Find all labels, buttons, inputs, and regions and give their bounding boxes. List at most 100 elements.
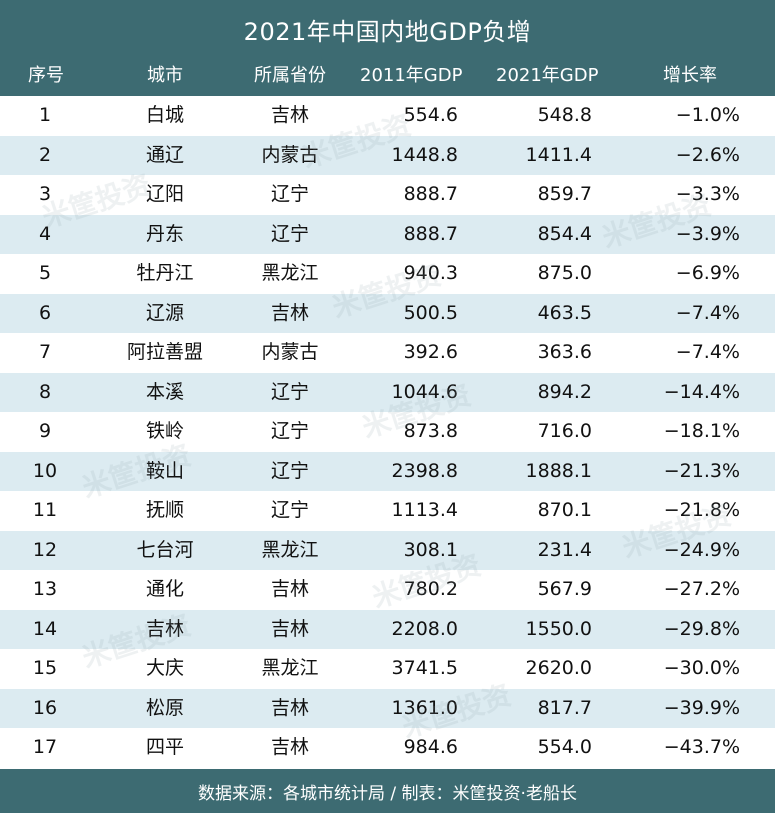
cell-rank: 7 (38, 341, 52, 363)
cell-province: 吉林 (270, 104, 309, 126)
cell-gdp-2021: 854.4 (537, 222, 592, 245)
col-header-gdp-2011: 2011年GDP (360, 65, 463, 86)
cell-rank: 2 (38, 143, 52, 166)
col-header-province: 所属省份 (254, 65, 326, 86)
cell-city: 辽源 (145, 301, 184, 324)
cell-gdp-2011: 1044.6 (391, 380, 458, 403)
cell-gdp-2011: 940.3 (403, 262, 458, 284)
cell-city: 抚顺 (145, 499, 184, 521)
cell-gdp-2011: 1448.8 (391, 143, 458, 166)
cell-city: 本溪 (145, 380, 184, 403)
col-header-rank: 序号 (28, 65, 64, 86)
cell-change: −39.9% (663, 696, 740, 719)
cell-gdp-2021: 567.9 (537, 578, 592, 600)
cell-change: −7.4% (675, 341, 740, 363)
cell-province: 吉林 (270, 578, 309, 600)
cell-rank: 17 (32, 736, 58, 758)
table-row: 1 白城 吉林 554.6 548.8 −1.0% (0, 96, 775, 136)
cell-gdp-2021: 2620.0 (525, 657, 592, 679)
table-row: 5 牡丹江 黑龙江 940.3 875.0 −6.9% (0, 254, 775, 294)
cell-rank: 4 (38, 222, 52, 245)
table-row: 17 四平 吉林 984.6 554.0 −43.7% (0, 728, 775, 768)
cell-gdp-2021: 875.0 (537, 262, 592, 284)
cell-change: −6.9% (675, 262, 740, 284)
cell-gdp-2021: 1550.0 (525, 617, 592, 640)
cell-gdp-2011: 1113.4 (391, 499, 458, 521)
cell-province: 吉林 (270, 617, 309, 640)
cell-change: −30.0% (663, 657, 740, 679)
cell-gdp-2021: 548.8 (537, 104, 592, 126)
cell-city: 通化 (145, 578, 184, 600)
cell-gdp-2011: 780.2 (403, 578, 458, 600)
cell-city: 牡丹江 (136, 262, 194, 284)
cell-change: −21.3% (663, 459, 740, 482)
cell-gdp-2021: 463.5 (537, 301, 592, 324)
source-footer: 数据来源：各城市统计局 / 制表：米筐投资·老船长 (0, 769, 775, 813)
cell-city: 大庆 (145, 657, 184, 679)
cell-change: −2.6% (675, 143, 740, 166)
cell-city: 阿拉善盟 (126, 341, 203, 363)
cell-gdp-2021: 870.1 (537, 499, 592, 521)
cell-gdp-2011: 888.7 (403, 183, 458, 205)
cell-province: 辽宁 (270, 183, 309, 205)
table-row: 4 丹东 辽宁 888.7 854.4 −3.9% (0, 214, 775, 254)
cell-rank: 15 (32, 657, 58, 679)
cell-city: 鞍山 (145, 459, 184, 482)
cell-change: −14.4% (663, 380, 740, 403)
cell-rank: 3 (38, 183, 52, 205)
cell-province: 辽宁 (270, 420, 309, 442)
cell-province: 内蒙古 (261, 341, 319, 363)
cell-rank: 11 (32, 499, 58, 521)
cell-city: 白城 (145, 104, 184, 126)
cell-city: 吉林 (145, 617, 184, 640)
cell-gdp-2011: 2398.8 (391, 459, 458, 482)
cell-change: −24.9% (663, 538, 740, 561)
cell-gdp-2021: 716.0 (537, 420, 592, 442)
cell-change: −1.0% (675, 104, 740, 126)
cell-gdp-2021: 231.4 (537, 538, 592, 561)
cell-gdp-2021: 894.2 (537, 380, 592, 403)
cell-province: 辽宁 (270, 499, 309, 521)
table-row: 2 通辽 内蒙古 1448.8 1411.4 −2.6% (0, 135, 775, 175)
cell-province: 吉林 (270, 696, 309, 719)
cell-province: 辽宁 (270, 380, 309, 403)
table-body: 1 白城 吉林 554.6 548.8 −1.0% 2 通辽 内蒙古 1448.8 1411.4 −2… (0, 96, 775, 768)
cell-province: 黑龙江 (261, 262, 319, 284)
cell-change: −3.9% (675, 222, 740, 245)
cell-city: 通辽 (145, 143, 184, 166)
cell-change: −21.8% (663, 499, 740, 521)
table-title: 2021年中国内地GDP负增 (0, 0, 775, 58)
cell-city: 铁岭 (145, 420, 184, 442)
cell-province: 黑龙江 (261, 657, 319, 679)
cell-city: 松原 (145, 696, 184, 719)
column-header-row: 序号 城市 所属省份 2011年GDP 2021年GDP 增长率 (0, 58, 775, 96)
cell-gdp-2021: 554.0 (537, 736, 592, 758)
cell-gdp-2021: 1888.1 (525, 459, 592, 482)
table-row: 10 鞍山 辽宁 2398.8 1888.1 −21.3% (0, 451, 775, 491)
table-row: 16 松原 吉林 1361.0 817.7 −39.9% (0, 688, 775, 728)
cell-change: −3.3% (675, 183, 740, 205)
table-row: 12 七台河 黑龙江 308.1 231.4 −24.9% (0, 530, 775, 570)
cell-gdp-2021: 817.7 (537, 696, 592, 719)
cell-province: 辽宁 (270, 222, 309, 245)
cell-rank: 12 (32, 538, 58, 561)
table-row: 11 抚顺 辽宁 1113.4 870.1 −21.8% (0, 491, 775, 531)
cell-change: −7.4% (675, 301, 740, 324)
cell-gdp-2021: 1411.4 (525, 143, 592, 166)
cell-city: 四平 (145, 736, 184, 758)
cell-province: 辽宁 (270, 459, 309, 482)
cell-gdp-2011: 554.6 (403, 104, 458, 126)
cell-province: 吉林 (270, 301, 309, 324)
cell-city: 辽阳 (145, 183, 184, 205)
cell-rank: 16 (32, 696, 58, 719)
cell-rank: 9 (38, 420, 52, 442)
cell-gdp-2021: 859.7 (537, 183, 592, 205)
cell-change: −29.8% (663, 617, 740, 640)
cell-rank: 6 (38, 301, 52, 324)
cell-change: −18.1% (663, 420, 740, 442)
cell-rank: 14 (32, 617, 58, 640)
cell-province: 黑龙江 (261, 538, 319, 561)
cell-rank: 8 (38, 380, 52, 403)
cell-rank: 13 (32, 578, 58, 600)
cell-gdp-2011: 2208.0 (391, 617, 458, 640)
